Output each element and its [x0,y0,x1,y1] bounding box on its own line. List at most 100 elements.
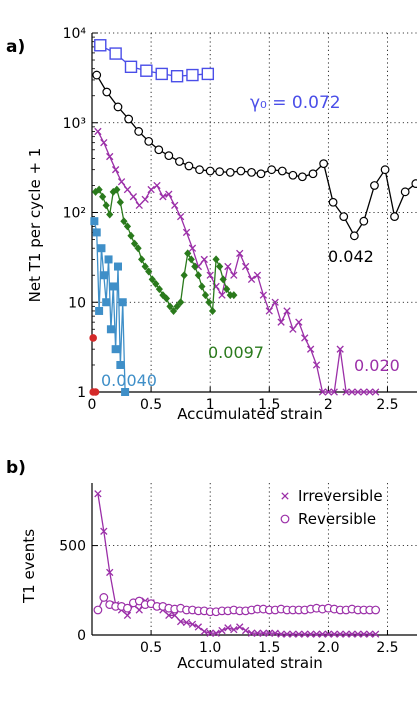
tick-labels: 0.5 1.0 1.5 2.0 2.5 0 500 [59,539,398,656]
series-0-0040 [90,217,130,396]
data-point [91,388,100,396]
data-point [247,167,256,177]
data-point [342,630,350,638]
data-point [247,629,256,637]
data-point [130,239,139,248]
series-label: 0.0040 [101,371,157,390]
y-axis-label: Net T1 per cycle + 1 [26,148,44,303]
data-point [106,568,114,577]
data-point [230,291,238,300]
x-axis-label: Accumulated strain [177,654,323,672]
y-axis-label: T1 events [20,529,38,604]
data-point [308,169,318,179]
data-point [218,626,226,635]
data-point [165,190,173,198]
series-label: γ₀ = 0.072 [250,93,341,113]
data-point [186,68,199,82]
data-point [102,201,110,210]
data-point [348,630,356,638]
data-point [184,249,192,258]
data-point [200,255,208,264]
data-point [123,603,132,613]
data-point [216,262,224,271]
data-point [188,620,197,628]
data-point [134,127,144,136]
y-tick-label: 10 [68,295,86,311]
data-point [289,325,297,333]
tick-marks [91,32,388,393]
data-point [359,216,369,226]
data-point [215,167,225,177]
data-point [164,151,174,161]
data-point [127,231,135,240]
data-point [100,527,108,535]
y-tick-label: 10⁴ [63,26,87,42]
data-point [153,181,161,190]
data-point [134,244,142,253]
data-point [230,625,238,634]
data-point [339,212,349,222]
data-point [94,127,102,136]
data-point [173,302,181,311]
series-label: 0.020 [354,356,400,375]
data-point [330,630,338,638]
data-point [120,217,128,226]
y-tick-label: 1 [77,385,86,401]
data-point [224,262,232,271]
data-point [324,388,333,396]
x-tick-label: 1 [206,397,215,413]
data-point [111,166,120,174]
data-point [218,291,226,299]
panel-a: 0 0.5 1 1.5 2 2.5 1 10 10² 10³ 10⁴ a) Net T1 per c… [6,26,417,423]
data-point [370,181,379,190]
data-point [225,167,235,177]
data-point [191,262,199,271]
data-point [371,605,381,615]
x-tick-label: 0.5 [140,397,162,413]
data-point [194,623,203,631]
data-point [283,307,291,315]
data-point [117,178,126,186]
data-point [102,87,112,97]
data-point [236,623,244,631]
series-0-072 [94,39,215,83]
y-tick-label: 10³ [63,116,86,132]
data-point [141,262,149,271]
data-point [312,630,321,638]
data-point [184,161,194,171]
data-point [145,267,153,276]
data-point [371,630,380,638]
data-point [230,271,238,279]
y-tick-label: 500 [59,539,86,555]
series-line [95,188,234,313]
data-point [97,244,106,253]
legend-label: Reversible [298,510,376,528]
data-point [129,193,138,201]
data-point [113,102,123,112]
data-point [175,157,184,166]
data-point [94,490,102,498]
data-point [236,166,246,176]
data-point [277,166,287,176]
data-point [176,212,185,221]
data-point [400,187,410,197]
grid [92,32,417,392]
data-point [93,605,103,615]
data-point [360,388,368,396]
data-point [223,285,231,294]
tick-marks [92,545,388,636]
data-point [155,285,163,294]
x-tick-label: 2.5 [376,397,398,413]
data-point [371,388,380,396]
data-point [390,212,399,222]
data-point [212,255,220,264]
data-point [92,228,101,237]
data-point [360,630,368,638]
x-tick-label: 2.5 [376,640,398,656]
data-point [141,195,149,204]
tick-labels: 0 0.5 1 1.5 2 2.5 1 10 10² 10³ 10⁴ [63,26,399,413]
data-point [312,361,321,369]
series-s5 [89,334,100,396]
data-point [92,70,102,80]
